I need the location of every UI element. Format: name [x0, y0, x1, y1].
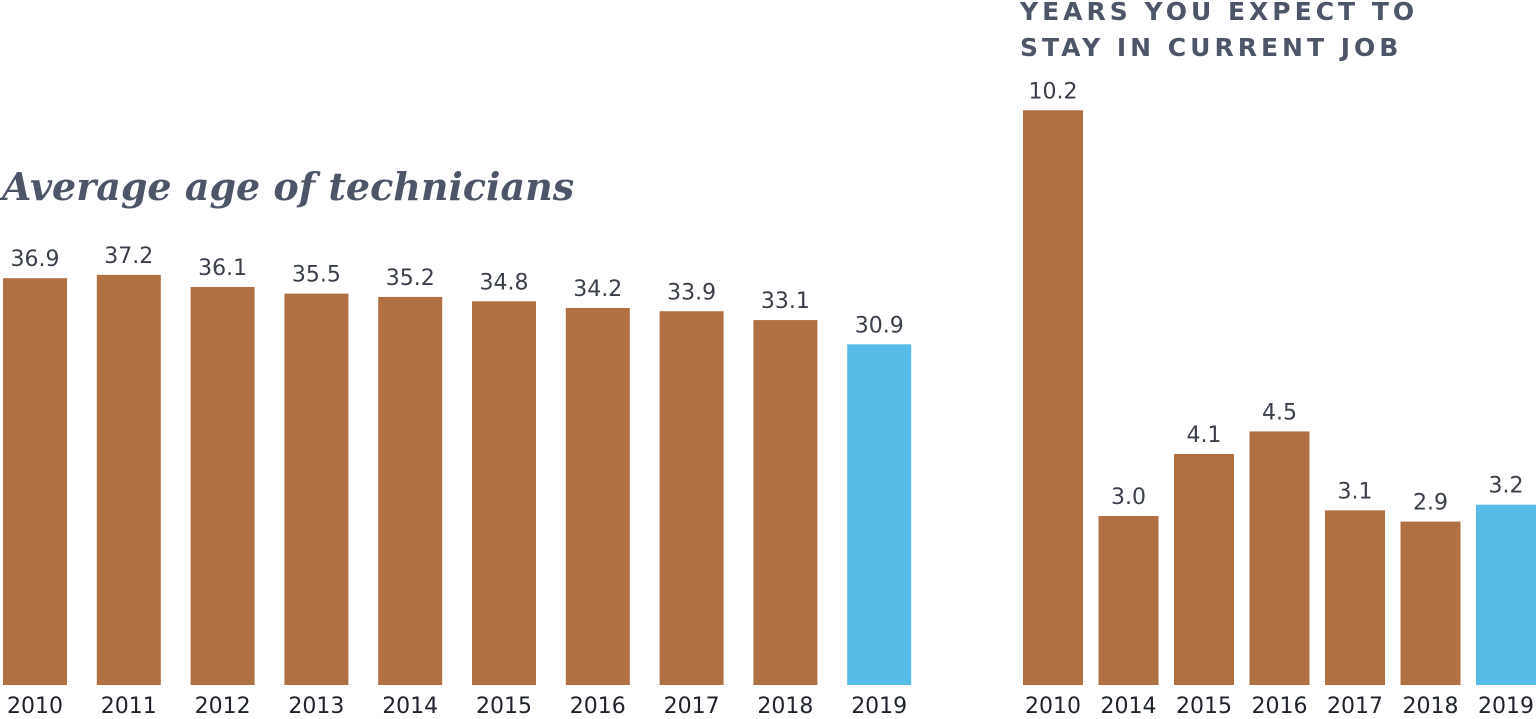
years-in-job-bar-2018	[1400, 521, 1461, 685]
average-age-tick-label-2013: 2013	[288, 694, 344, 719]
average-age-bar-2018	[753, 320, 818, 685]
years-in-job-value-label-2019: 3.2	[1489, 474, 1524, 499]
years-in-job-value-label-2016: 4.5	[1262, 400, 1297, 425]
years-in-job-bars	[1023, 110, 1536, 685]
average-age-x-axis-ticks: 2010 2011 2012 2013 2014 2015 2016 2017 2018 2019	[7, 694, 907, 719]
average-age-bar-2013	[284, 293, 349, 685]
average-age-tick-label-2017: 2017	[664, 694, 720, 719]
years-in-job-value-label-2018: 2.9	[1413, 491, 1448, 516]
years-in-job-tick-label-2014: 2014	[1101, 694, 1157, 719]
average-age-value-label-2013: 35.5	[292, 263, 341, 288]
average-age-value-label-2014: 35.2	[386, 266, 435, 291]
years-in-job-tick-label-2016: 2016	[1252, 694, 1308, 719]
years-in-job-value-label-2010: 10.2	[1029, 79, 1078, 104]
average-age-tick-label-2014: 2014	[382, 694, 438, 719]
years-in-job-value-label-2017: 3.1	[1338, 479, 1373, 504]
average-age-bar-2019	[847, 344, 912, 685]
years-in-job-tick-label-2015: 2015	[1176, 694, 1232, 719]
average-age-bars	[3, 274, 912, 685]
average-age-chart-title: Average age of technicians	[0, 164, 574, 209]
years-in-job-bar-2010	[1023, 110, 1083, 685]
average-age-value-labels: 36.9 37.2 36.1 35.5 35.2 34.8 34.2 33.9 33.1 30.9	[11, 244, 904, 338]
average-age-bar-2010	[3, 278, 67, 685]
years-in-job-bar-2017	[1325, 510, 1385, 685]
average-age-value-label-2010: 36.9	[11, 247, 60, 272]
average-age-bar-2016	[565, 307, 630, 685]
years-in-job-tick-label-2010: 2010	[1025, 694, 1081, 719]
years-in-job-bar-2019	[1476, 504, 1536, 685]
years-in-job-chart-title-line-1: YEARS YOU EXPECT TO	[1019, 0, 1418, 26]
average-age-value-label-2016: 34.2	[573, 277, 622, 302]
years-in-job-value-labels: 10.2 3.0 4.1 4.5 3.1 2.9 3.2	[1029, 79, 1524, 515]
average-age-bar-2015	[472, 301, 536, 685]
years-in-job-tick-label-2017: 2017	[1327, 694, 1383, 719]
average-age-tick-label-2019: 2019	[851, 694, 907, 719]
average-age-value-label-2017: 33.9	[667, 280, 716, 305]
years-in-job-bar-2016	[1249, 431, 1310, 685]
average-age-value-label-2011: 37.2	[104, 244, 153, 269]
years-in-job-value-label-2014: 3.0	[1111, 485, 1146, 510]
average-age-bar-2012	[190, 286, 255, 685]
years-in-job-bar-2015	[1174, 453, 1234, 685]
average-age-bar-2011	[96, 274, 161, 685]
years-in-job-value-label-2015: 4.1	[1187, 423, 1222, 448]
years-in-job-chart: YEARS YOU EXPECT TO STAY IN CURRENT JOB …	[1019, 0, 1536, 719]
average-age-chart: Average age of technicians 36.9 37.2 36.1 3…	[0, 164, 912, 719]
years-in-job-chart-title-line-2: STAY IN CURRENT JOB	[1020, 33, 1402, 62]
average-age-tick-label-2010: 2010	[7, 694, 63, 719]
average-age-bar-2014	[378, 296, 443, 685]
average-age-tick-label-2015: 2015	[476, 694, 532, 719]
average-age-value-label-2019: 30.9	[855, 313, 904, 338]
years-in-job-tick-label-2019: 2019	[1478, 694, 1534, 719]
average-age-bar-2017	[659, 311, 724, 685]
years-in-job-bar-2014	[1098, 515, 1159, 685]
average-age-value-label-2018: 33.1	[761, 289, 810, 314]
average-age-tick-label-2012: 2012	[195, 694, 251, 719]
average-age-tick-label-2016: 2016	[570, 694, 626, 719]
years-in-job-x-axis-ticks: 2010 2014 2015 2016 2017 2018 2019	[1025, 694, 1534, 719]
average-age-value-label-2015: 34.8	[480, 270, 529, 295]
average-age-tick-label-2018: 2018	[757, 694, 813, 719]
years-in-job-tick-label-2018: 2018	[1403, 694, 1459, 719]
average-age-tick-label-2011: 2011	[101, 694, 157, 719]
average-age-value-label-2012: 36.1	[198, 256, 247, 281]
